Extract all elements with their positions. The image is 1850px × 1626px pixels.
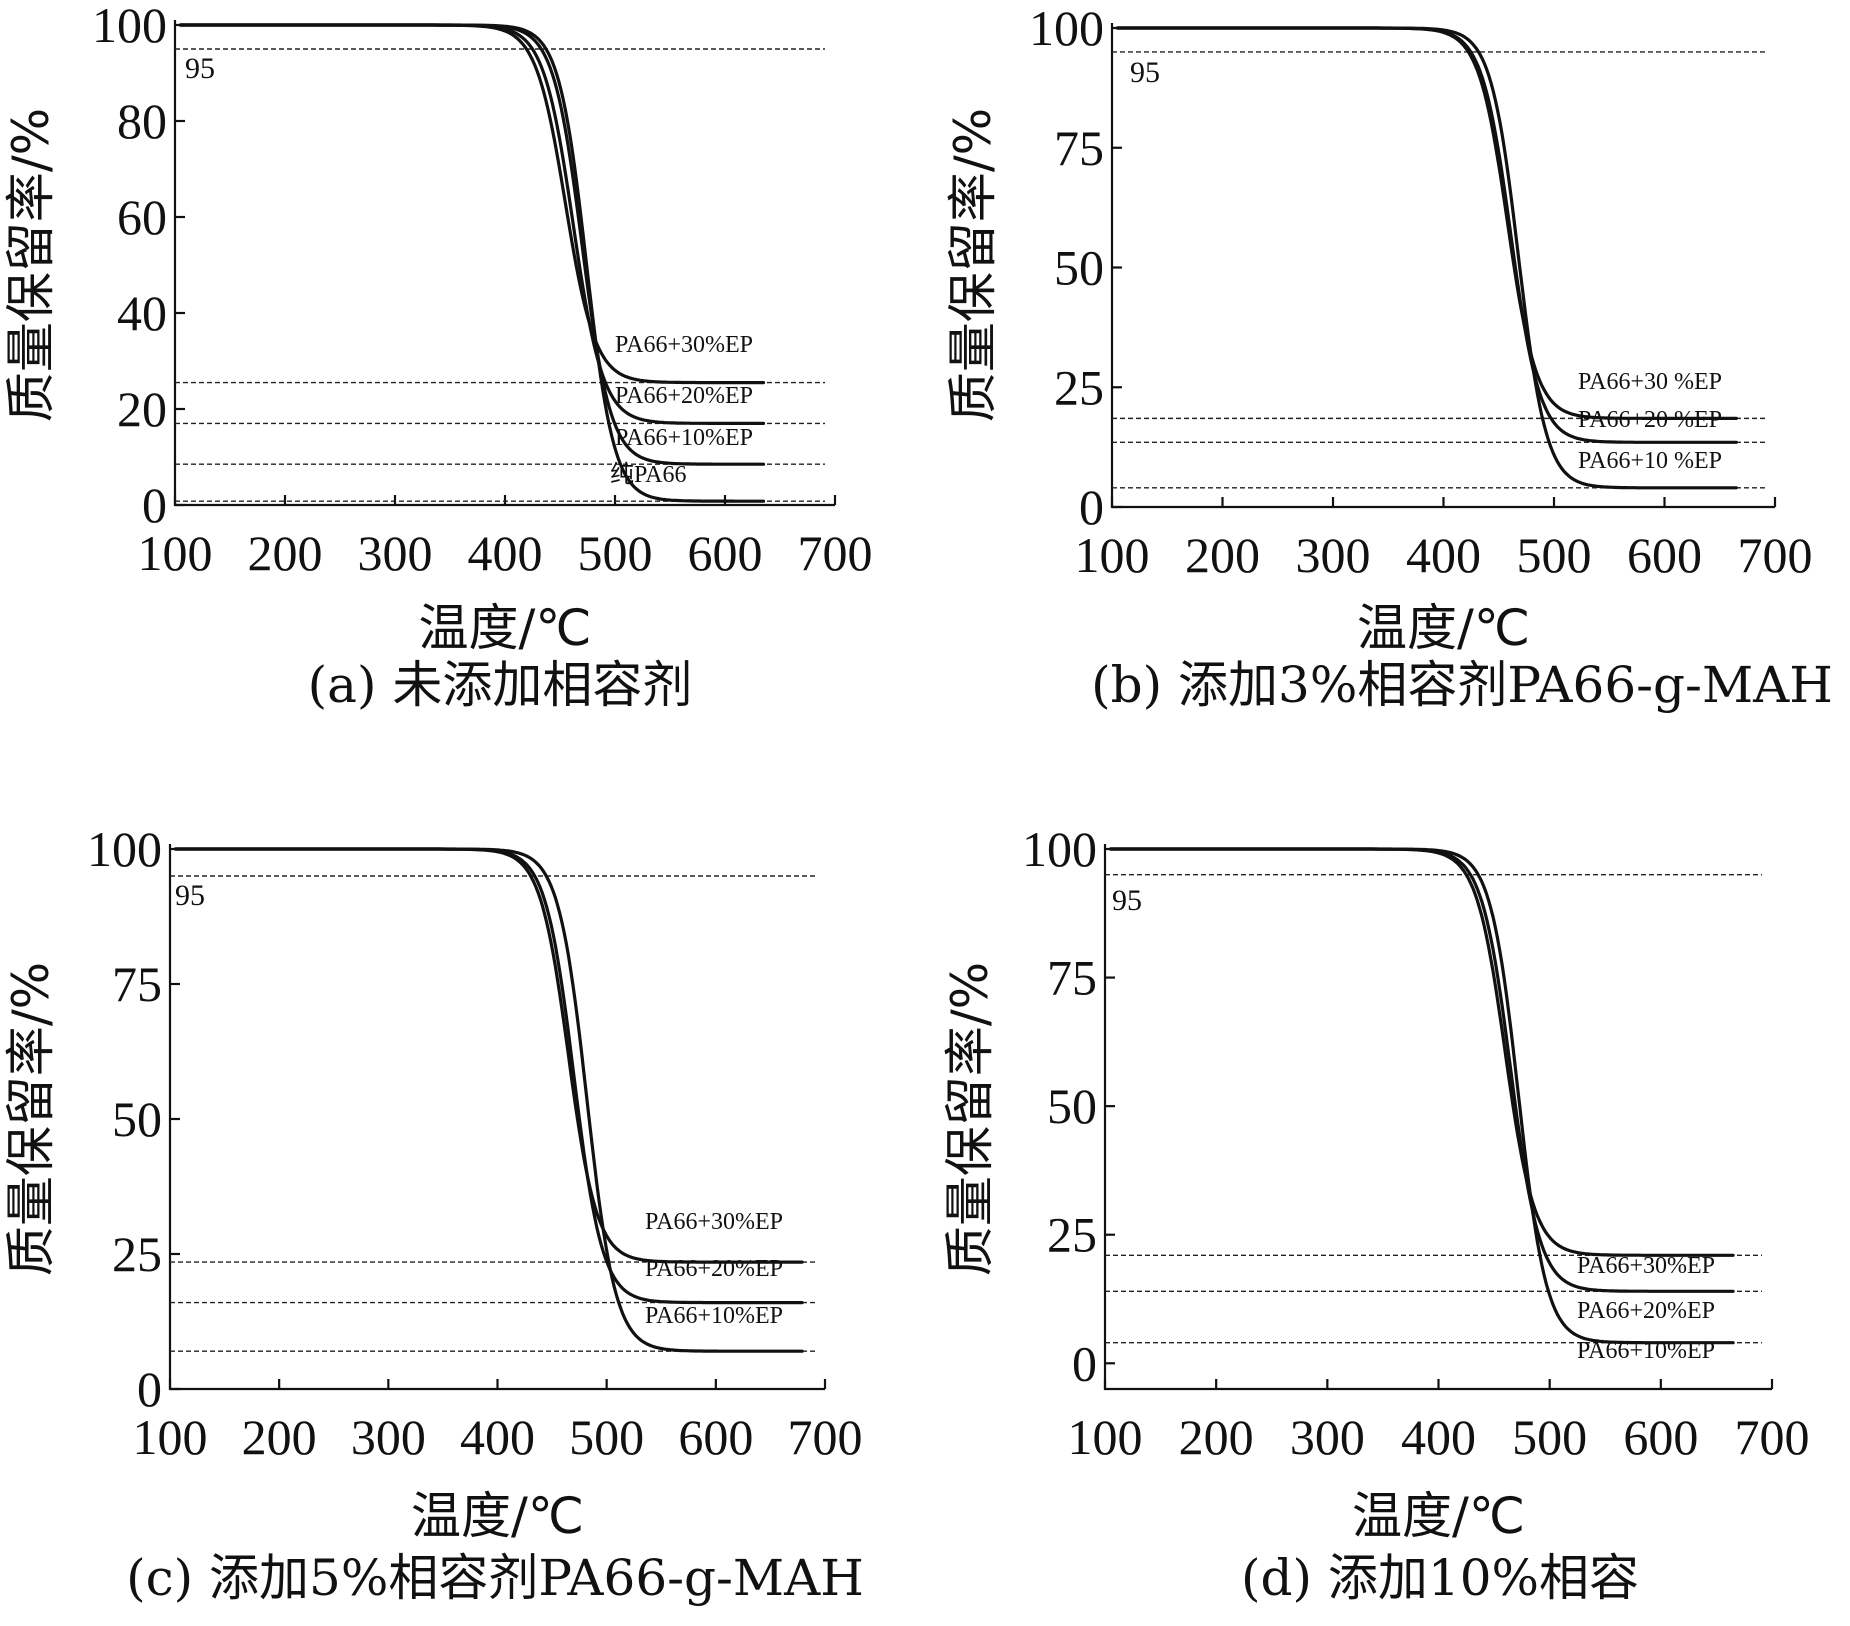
series-line	[178, 23, 766, 385]
series-label: PA66+10%EP	[615, 425, 753, 451]
x-tick-label: 100	[138, 525, 213, 581]
y-tick-label: 100	[1029, 0, 1104, 56]
y-tick-label: 0	[1072, 1335, 1097, 1391]
x-tick-label: 200	[242, 1409, 317, 1465]
x-tick-label: 200	[248, 525, 323, 581]
x-tick-label: 300	[358, 525, 433, 581]
x-tick-label: 200	[1185, 527, 1260, 583]
x-tick-label: 500	[569, 1409, 644, 1465]
x-tick-label: 500	[1512, 1409, 1587, 1465]
x-tick-label: 600	[1623, 1409, 1698, 1465]
y-tick-label: 100	[87, 821, 162, 877]
x-tick-label: 100	[1068, 1409, 1143, 1465]
series-label: PA66+10%EP	[1577, 1338, 1715, 1364]
y-tick-label: 0	[1079, 479, 1104, 535]
y-tick-label: 0	[142, 477, 167, 533]
reference-label: 95	[1130, 56, 1160, 89]
y-tick-label: 75	[112, 956, 162, 1012]
series-label: PA66+20%EP	[645, 1256, 783, 1282]
x-tick-label: 400	[1401, 1409, 1476, 1465]
x-tick-label: 700	[788, 1409, 863, 1465]
x-tick-label: 600	[1627, 527, 1702, 583]
y-tick-label: 25	[112, 1226, 162, 1282]
x-axis-label: 温度/℃	[419, 599, 592, 657]
y-axis-label: 质量保留率/%	[2, 108, 60, 422]
series-line	[178, 23, 766, 425]
y-axis-label: 质量保留率/%	[941, 962, 999, 1276]
y-tick-label: 40	[117, 285, 167, 341]
y-tick-label: 0	[137, 1361, 162, 1417]
series-label: PA66+30 %EP	[1578, 369, 1722, 395]
x-tick-label: 600	[678, 1409, 753, 1465]
x-tick-label: 700	[1735, 1409, 1810, 1465]
panel-c-chart: 0 25 50 75 100 100 200 300 400 500 600 700 95 PA66+30…	[2, 821, 864, 1607]
series-line	[1108, 847, 1735, 1257]
reference-label: 95	[1112, 884, 1142, 917]
x-tick-label: 200	[1179, 1409, 1254, 1465]
y-tick-label: 80	[117, 93, 167, 149]
series-line	[1108, 847, 1735, 1345]
x-tick-label: 300	[1290, 1409, 1365, 1465]
series-label: PA66+30%EP	[645, 1209, 783, 1235]
panel-caption: (c) 添加5%相容剂PA66-g-MAH	[126, 1549, 864, 1607]
series-line	[1108, 847, 1735, 1293]
panel-b-chart: 0 25 50 75 100 100 200 300 400 500 600 700 95 PA66+30…	[944, 0, 1833, 714]
series-label: PA66+10 %EP	[1578, 448, 1722, 474]
x-tick-label: 700	[798, 525, 873, 581]
series-label: PA66+30%EP	[615, 332, 753, 358]
y-tick-label: 50	[1047, 1078, 1097, 1134]
series-line	[1115, 26, 1738, 490]
series-line	[178, 23, 766, 503]
x-tick-label: 100	[1075, 527, 1150, 583]
series-label: PA66+20%EP	[1577, 1298, 1715, 1324]
y-tick-label: 50	[1054, 240, 1104, 296]
x-tick-label: 300	[1296, 527, 1371, 583]
reference-label: 95	[175, 879, 205, 912]
series-line	[173, 847, 804, 1353]
axes-frame	[1110, 23, 1775, 509]
y-tick-label: 75	[1054, 120, 1104, 176]
y-tick-label: 100	[92, 0, 167, 53]
series-line	[1115, 26, 1738, 420]
y-tick-label: 60	[117, 189, 167, 245]
panel-caption: (a) 未添加相容剂	[308, 656, 693, 714]
x-axis-label: 温度/℃	[411, 1487, 584, 1545]
panel-d-chart: 0 25 50 75 100 100 200 300 400 500 600 700 95 PA66+30…	[941, 821, 1810, 1607]
series-label: PA66+20%EP	[615, 383, 753, 409]
series-label: PA66+30%EP	[1577, 1253, 1715, 1279]
x-tick-label: 500	[578, 525, 653, 581]
x-tick-label: 400	[468, 525, 543, 581]
x-tick-label: 700	[1738, 527, 1813, 583]
panel-a-chart: 0 20 40 60 80 100 100 200 300 400 500 600 700 95 PA66+…	[2, 0, 873, 714]
y-axis-label: 质量保留率/%	[944, 108, 1002, 422]
y-tick-label: 25	[1054, 359, 1104, 415]
x-axis-label: 温度/℃	[1357, 599, 1530, 657]
series-label: PA66+10%EP	[645, 1303, 783, 1329]
y-tick-label: 20	[117, 381, 167, 437]
y-tick-label: 75	[1047, 950, 1097, 1006]
y-tick-label: 100	[1022, 821, 1097, 877]
x-axis-label: 温度/℃	[1352, 1487, 1525, 1545]
panel-caption: (d) 添加10%相容	[1241, 1549, 1639, 1607]
y-tick-label: 50	[112, 1091, 162, 1147]
y-axis-label: 质量保留率/%	[2, 962, 60, 1276]
panel-caption: (b) 添加3%相容剂PA66-g-MAH	[1091, 656, 1833, 714]
x-tick-label: 600	[688, 525, 763, 581]
x-tick-label: 300	[351, 1409, 426, 1465]
reference-label: 95	[185, 52, 215, 85]
x-tick-label: 100	[133, 1409, 208, 1465]
x-tick-label: 400	[460, 1409, 535, 1465]
x-tick-label: 500	[1517, 527, 1592, 583]
series-label: PA66+20 %EP	[1578, 407, 1722, 433]
series-label: 纯PA66	[610, 461, 686, 488]
series-line	[173, 847, 804, 1264]
y-tick-label: 25	[1047, 1207, 1097, 1263]
x-tick-label: 400	[1406, 527, 1481, 583]
